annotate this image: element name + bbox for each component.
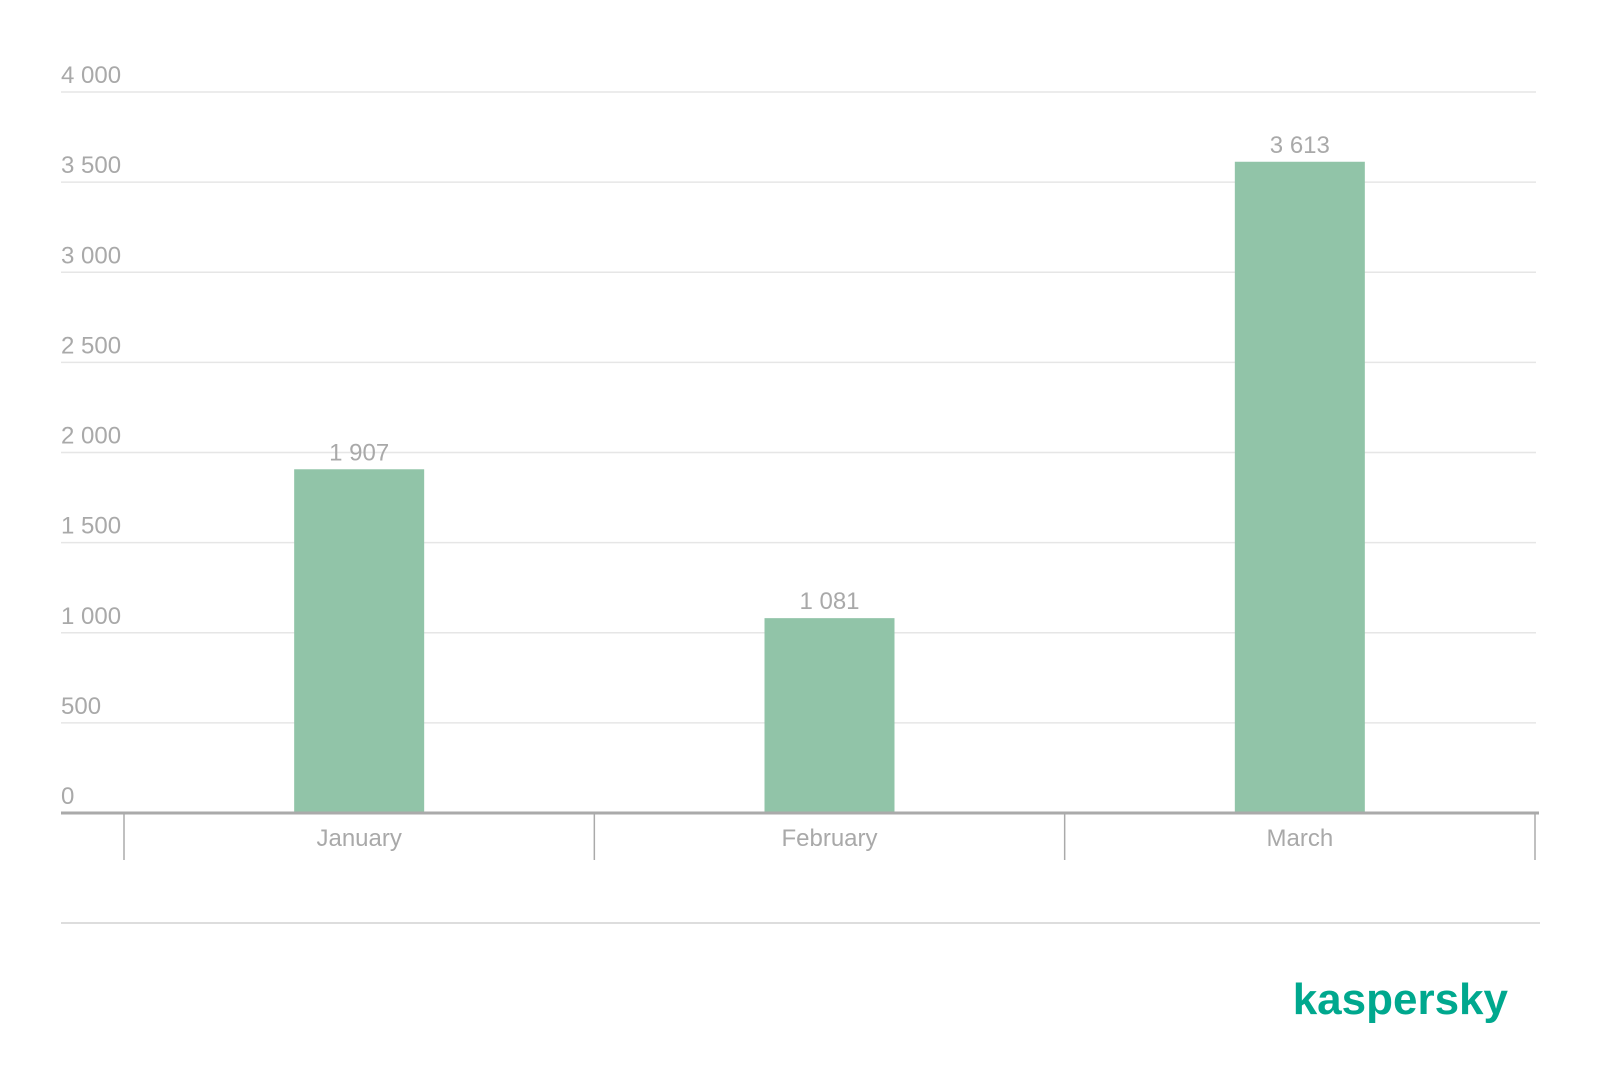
y-tick-label: 0 [61, 783, 74, 810]
y-tick-label: 3 500 [61, 152, 121, 179]
bar [764, 618, 895, 813]
bar [294, 469, 425, 813]
y-tick-label: 1 500 [61, 513, 121, 540]
brand-logo: kaspersky [1293, 975, 1509, 1024]
value-label: 1 907 [329, 439, 389, 466]
y-tick-label: 1 000 [61, 603, 121, 630]
x-tick-label: February [781, 825, 877, 852]
value-label: 3 613 [1270, 132, 1330, 159]
y-tick-label: 2 000 [61, 423, 121, 450]
y-tick-label: 4 000 [61, 62, 121, 89]
y-tick-label: 2 500 [61, 332, 121, 359]
y-tick-label: 500 [61, 693, 101, 720]
bar [1234, 161, 1365, 814]
x-tick-label: January [316, 825, 401, 852]
y-tick-label: 3 000 [61, 242, 121, 269]
value-label: 1 081 [799, 588, 859, 615]
x-tick-label: March [1266, 825, 1333, 852]
